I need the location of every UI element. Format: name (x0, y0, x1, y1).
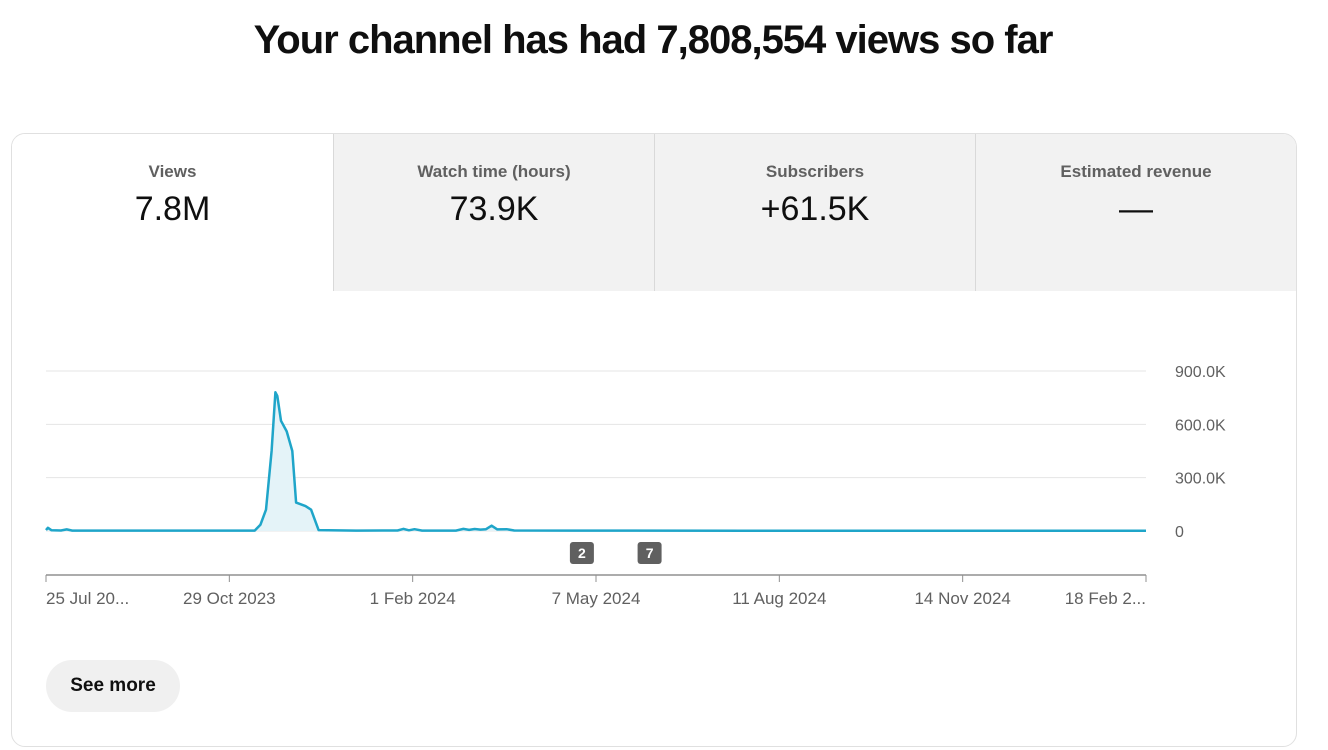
x-tick-label: 7 May 2024 (552, 589, 641, 608)
tab-watch-time[interactable]: Watch time (hours) 73.9K (333, 134, 654, 291)
y-tick-label: 900.0K (1175, 364, 1226, 381)
y-tick-label: 0 (1175, 524, 1184, 541)
x-tick-label: 11 Aug 2024 (732, 589, 826, 608)
event-marker-label: 2 (578, 545, 586, 561)
event-marker[interactable] (569, 542, 594, 564)
views-area (46, 392, 1146, 531)
tab-views-value: 7.8M (134, 190, 211, 228)
tab-subscribers[interactable]: Subscribers +61.5K (654, 134, 975, 291)
views-line (45, 391, 1146, 533)
event-marker[interactable] (637, 542, 662, 564)
analytics-card: Views 7.8M Watch time (hours) 73.9K Subs… (11, 133, 1297, 747)
x-tick-label: 18 Feb 2... (1065, 589, 1146, 608)
event-marker-label: 7 (646, 545, 654, 561)
x-tick-label: 14 Nov 2024 (914, 589, 1010, 608)
tab-watch-time-value: 73.9K (449, 190, 539, 228)
y-tick-label: 600.0K (1175, 417, 1226, 434)
views-chart[interactable]: 0 300.0K 600.0K 900.0K 2 7 25 Jul 20... 29 Oct … (12, 291, 1296, 621)
tab-views-label: Views (148, 162, 197, 181)
see-more-button[interactable]: See more (46, 660, 180, 712)
tab-subscribers-value: +61.5K (760, 190, 870, 228)
views-chart-svg: 0 300.0K 600.0K 900.0K 2 7 25 Jul 20... 29 Oct … (45, 364, 1226, 608)
tab-revenue-label: Estimated revenue (1060, 162, 1212, 181)
y-tick-label: 300.0K (1175, 471, 1226, 488)
tab-watch-time-label: Watch time (hours) (417, 162, 571, 181)
x-tick-label: 29 Oct 2023 (183, 589, 276, 608)
tab-views[interactable]: Views 7.8M (12, 134, 333, 291)
metric-tabs: Views 7.8M Watch time (hours) 73.9K Subs… (12, 134, 1296, 291)
tab-revenue-value: — (1119, 190, 1153, 228)
page-headline: Your channel has had 7,808,554 views so … (253, 18, 1054, 62)
x-tick-label: 1 Feb 2024 (370, 589, 456, 608)
tab-subscribers-label: Subscribers (765, 162, 865, 181)
tab-estimated-revenue[interactable]: Estimated revenue — (975, 134, 1296, 291)
x-tick-label: 25 Jul 20... (46, 589, 129, 608)
